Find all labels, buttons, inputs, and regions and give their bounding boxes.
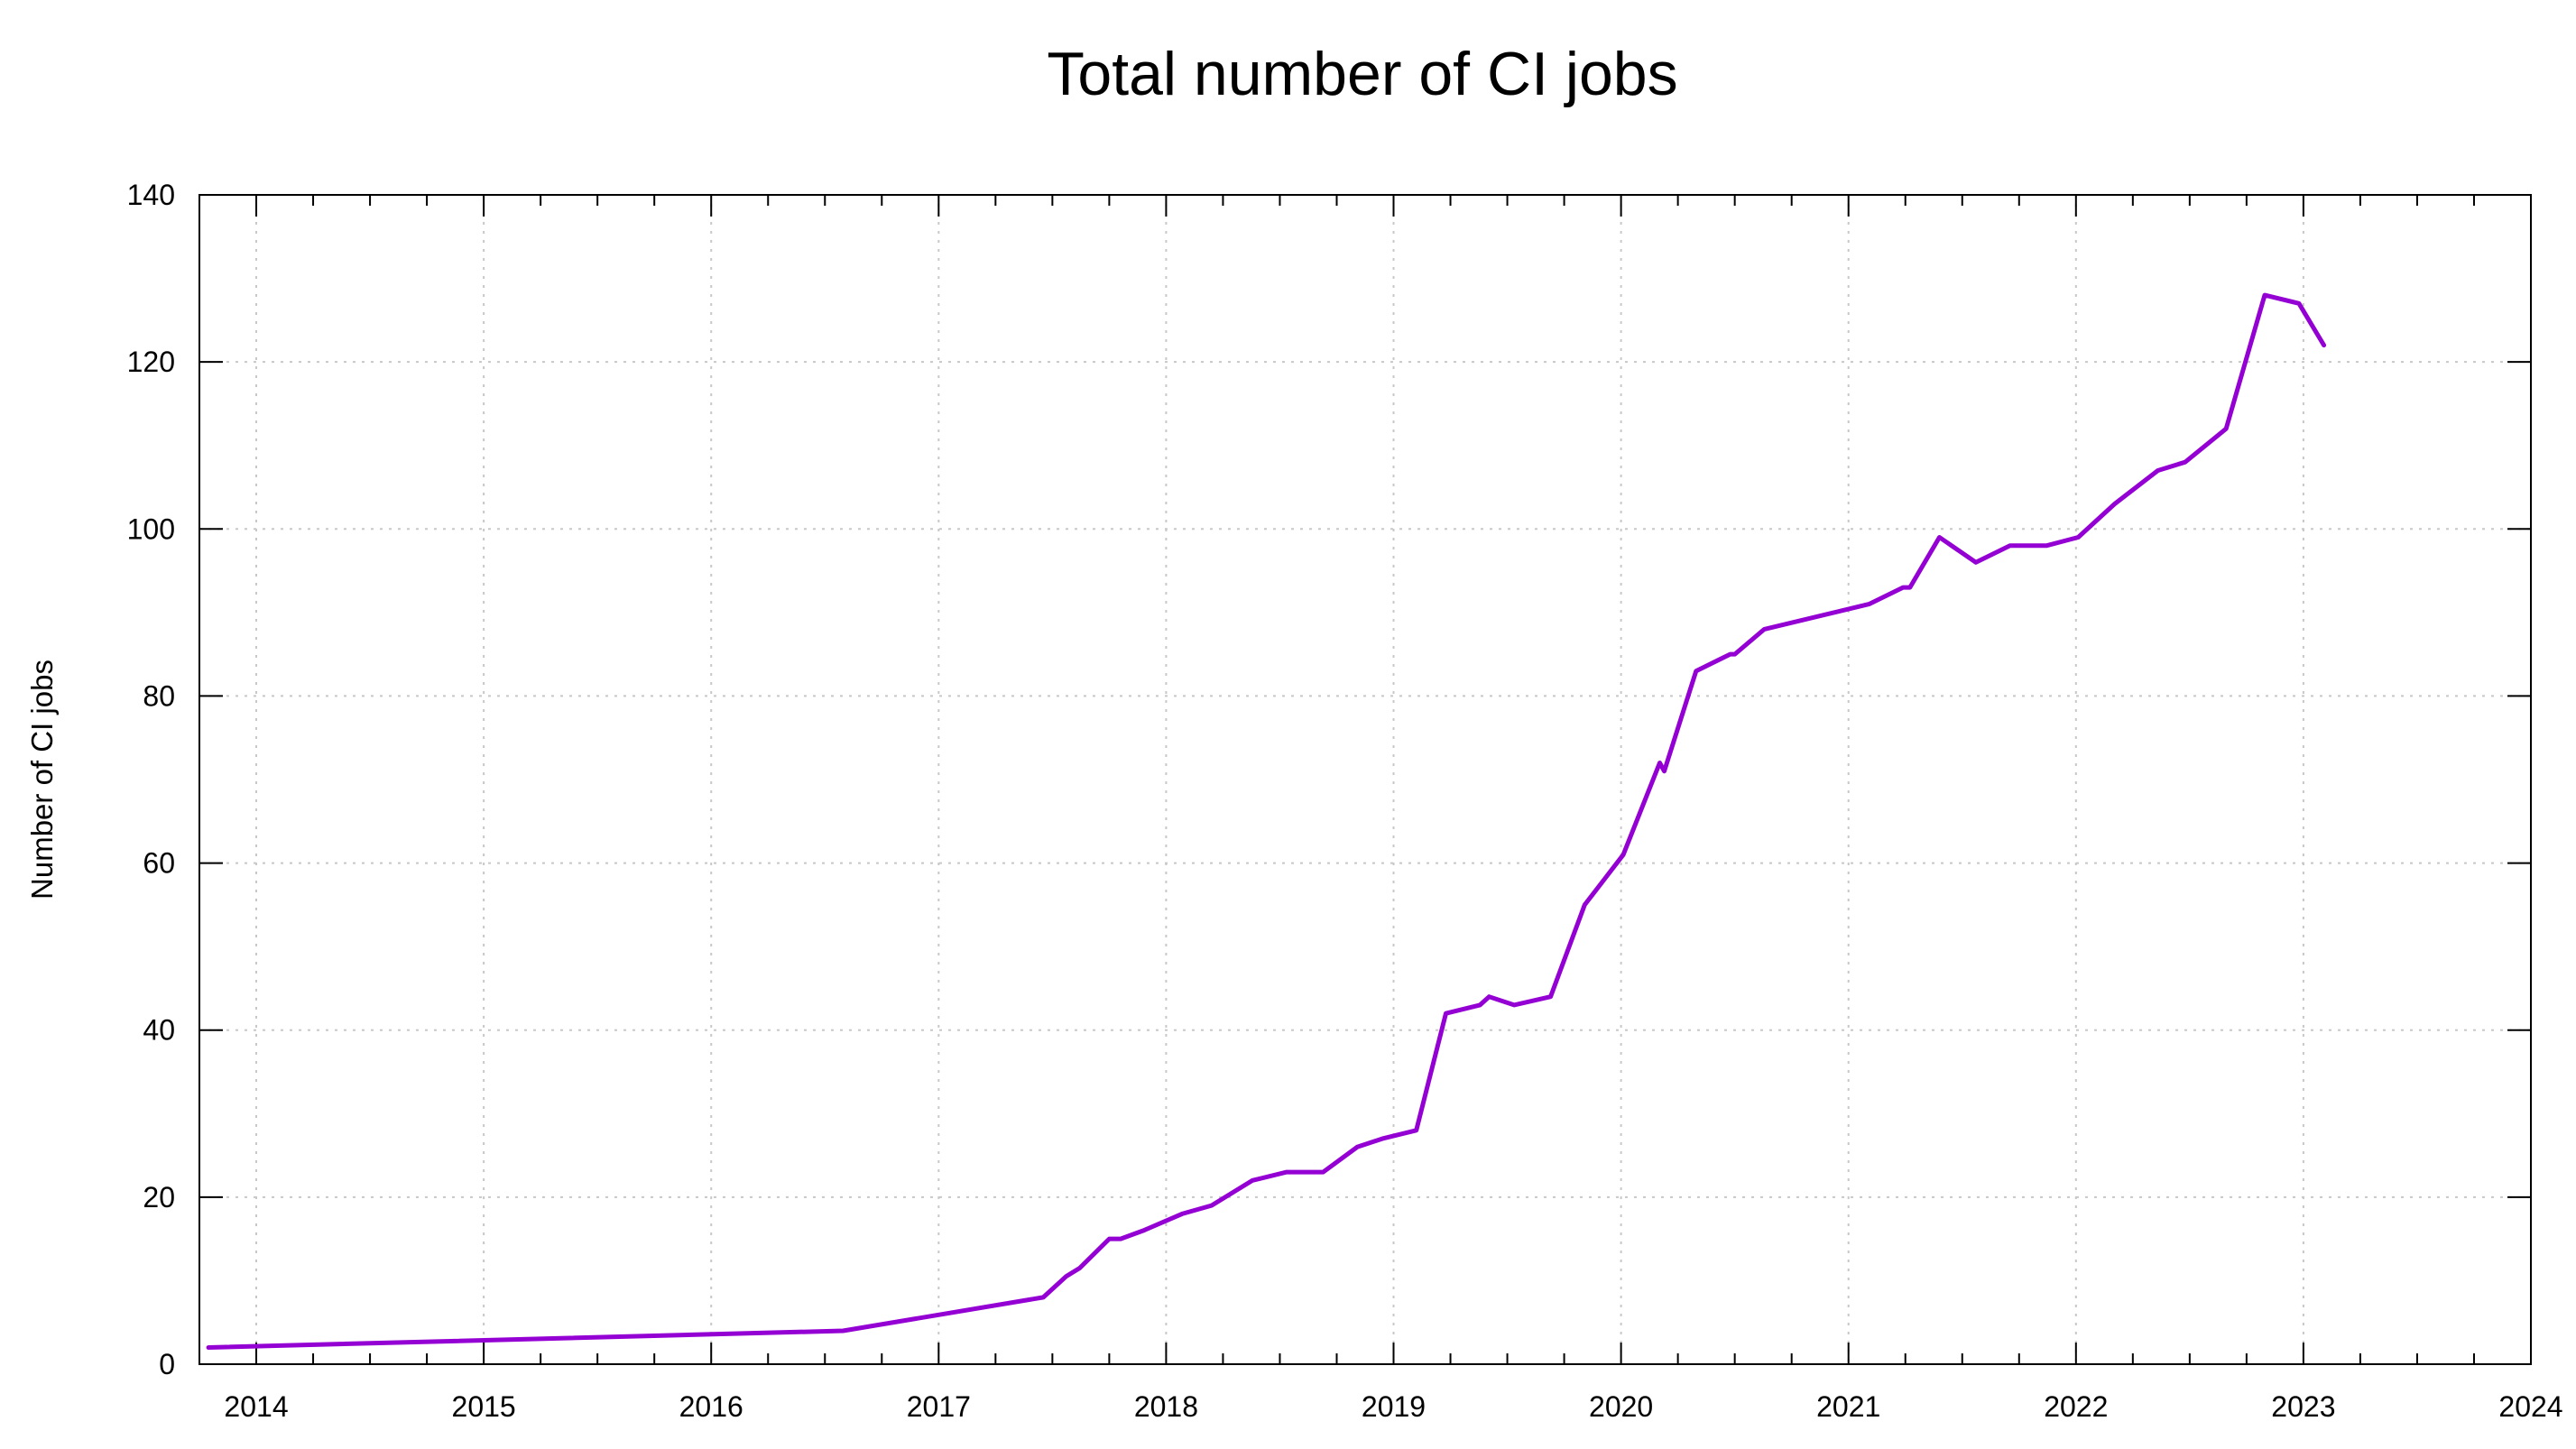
x-tick-label: 2015 [452, 1390, 516, 1423]
y-tick-label: 120 [127, 346, 175, 378]
y-tick-label: 0 [159, 1348, 175, 1380]
x-tick-label: 2022 [2044, 1390, 2108, 1423]
x-tick-label: 2020 [1589, 1390, 1653, 1423]
x-tick-label: 2021 [1816, 1390, 1880, 1423]
tick-labels: 0 20 40 60 80 100 120 140 2014 2015 2016 2017 2018 20… [127, 179, 2563, 1423]
x-tick-label: 2018 [1134, 1390, 1198, 1423]
x-tick-label: 2016 [679, 1390, 743, 1423]
x-tick-label: 2014 [224, 1390, 288, 1423]
y-axis-label: Number of CI jobs [25, 660, 59, 900]
plot-frame [199, 194, 2532, 1365]
x-tick-label: 2019 [1362, 1390, 1426, 1423]
x-tick-label: 2024 [2498, 1390, 2562, 1423]
chart-title: Total number of CI jobs [1047, 40, 1677, 108]
y-tick-label: 40 [143, 1014, 175, 1047]
series-layer [206, 292, 2327, 1350]
series-line-1 [206, 292, 2327, 1350]
x-tick-label: 2023 [2271, 1390, 2335, 1423]
y-tick-label: 140 [127, 179, 175, 211]
ticks [199, 194, 2532, 1365]
y-tick-label: 20 [143, 1181, 175, 1214]
y-tick-label: 80 [143, 679, 175, 712]
grid-lines [199, 195, 2531, 1364]
y-tick-label: 60 [143, 847, 175, 880]
x-tick-label: 2017 [907, 1390, 971, 1423]
y-tick-label: 100 [127, 512, 175, 545]
